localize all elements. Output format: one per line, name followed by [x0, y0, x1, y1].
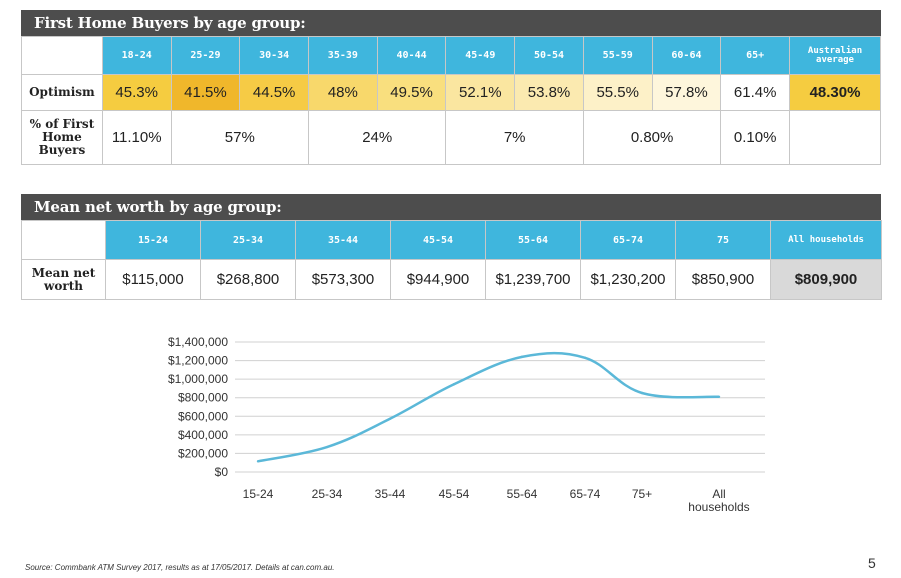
- optimism-cell: 53.8%: [514, 74, 584, 111]
- header-cell: 55-64: [485, 220, 581, 260]
- x-tick-label: 35-44: [375, 487, 406, 501]
- header-cell: 55-59: [582, 36, 653, 75]
- net-worth-all-cell: $809,900: [770, 259, 882, 300]
- header-cell: 25-34: [200, 220, 296, 260]
- fhb-label: % of First Home Buyers: [21, 110, 103, 165]
- x-tick-label: 55-64: [507, 487, 538, 501]
- data-point: [256, 460, 260, 463]
- data-point: [717, 395, 721, 398]
- header-cell: 45-49: [445, 36, 516, 75]
- optimism-cell: 41.5%: [170, 74, 241, 111]
- fhb-cell: 57%: [170, 110, 310, 165]
- y-tick-label: $200,000: [178, 446, 228, 460]
- first-home-buyers-table: 18-24 25-29 30-34 35-39 40-44 45-49 50-5…: [21, 36, 881, 165]
- fhb-cell: 7%: [445, 110, 584, 165]
- table1-title: First Home Buyers by age group:: [21, 10, 881, 36]
- y-tick-label: $800,000: [178, 391, 228, 405]
- x-tick-label: households: [688, 500, 749, 514]
- first-home-buyers-panel: First Home Buyers by age group: 18-24 25…: [21, 10, 881, 165]
- fhb-cell: 0.80%: [582, 110, 722, 165]
- data-point: [325, 445, 329, 449]
- data-point: [388, 417, 392, 420]
- page-number: 5: [868, 555, 876, 571]
- y-tick-label: $1,000,000: [168, 372, 228, 386]
- optimism-cell: 44.5%: [239, 74, 309, 111]
- optimism-label: Optimism: [21, 74, 103, 111]
- y-tick-label: $1,200,000: [168, 354, 228, 368]
- net-worth-cell: $1,230,200: [580, 259, 676, 300]
- y-tick-label: $400,000: [178, 428, 228, 442]
- header-cell-all-households: All households: [770, 220, 882, 260]
- net-worth-cell: $944,900: [390, 259, 486, 300]
- x-tick-label: 65-74: [570, 487, 601, 501]
- table1-header-row: 18-24 25-29 30-34 35-39 40-44 45-49 50-5…: [21, 36, 881, 75]
- header-cell: 35-39: [308, 36, 378, 75]
- table2-header-row: 15-24 25-34 35-44 45-54 55-64 65-74 75 A…: [21, 220, 882, 260]
- data-point: [452, 383, 456, 386]
- header-cell: 45-54: [390, 220, 486, 260]
- x-tick-label: 15-24: [243, 487, 274, 501]
- net-worth-table: 15-24 25-34 35-44 45-54 55-64 65-74 75 A…: [21, 220, 882, 300]
- data-point: [520, 355, 524, 359]
- header-cell: 50-54: [514, 36, 584, 75]
- net-worth-cell: $268,800: [200, 259, 296, 300]
- source-footnote: Source: Commbank ATM Survey 2017, result…: [25, 563, 335, 572]
- header-cell: 15-24: [105, 220, 201, 260]
- x-tick-label: All: [712, 487, 725, 501]
- x-tick-label: 45-54: [439, 487, 470, 501]
- optimism-cell: 55.5%: [582, 74, 653, 111]
- fhb-cell: [789, 110, 881, 165]
- y-tick-label: $1,400,000: [168, 335, 228, 349]
- header-cell: 25-29: [170, 36, 241, 75]
- net-worth-cell: $1,239,700: [485, 259, 581, 300]
- net-worth-cell: $850,900: [675, 259, 771, 300]
- y-tick-label: $600,000: [178, 409, 228, 423]
- x-tick-label: 75+: [632, 487, 652, 501]
- header-cell: 60-64: [651, 36, 722, 75]
- net-worth-panel: Mean net worth by age group: 15-24 25-34…: [21, 194, 882, 300]
- x-tick-label: 25-34: [312, 487, 343, 501]
- y-tick-label: $0: [215, 465, 229, 479]
- header-cell: 35-44: [295, 220, 391, 260]
- optimism-cell: 49.5%: [376, 74, 447, 111]
- net-worth-cell: $573,300: [295, 259, 391, 300]
- data-point: [640, 391, 644, 395]
- optimism-cell: 61.4%: [720, 74, 791, 111]
- net-worth-label: Mean net worth: [21, 259, 106, 300]
- header-cell: 65+: [720, 36, 791, 75]
- header-cell: 75: [675, 220, 771, 260]
- fhb-cell: 11.10%: [101, 110, 172, 165]
- net-worth-row: Mean net worth $115,000 $268,800 $573,30…: [21, 259, 882, 300]
- header-cell: 30-34: [239, 36, 309, 75]
- net-worth-cell: $115,000: [105, 259, 201, 300]
- optimism-cell: 48%: [308, 74, 378, 111]
- first-home-buyers-row: % of First Home Buyers 11.10% 57% 24% 7%…: [21, 110, 881, 165]
- net-worth-series-line: [257, 351, 720, 463]
- fhb-cell: 0.10%: [720, 110, 791, 165]
- table2-title: Mean net worth by age group:: [21, 194, 881, 220]
- header-cell: 40-44: [376, 36, 447, 75]
- optimism-average-cell: 48.30%: [789, 74, 881, 111]
- data-point: [583, 356, 587, 359]
- header-cell-average: Australian average: [789, 36, 881, 75]
